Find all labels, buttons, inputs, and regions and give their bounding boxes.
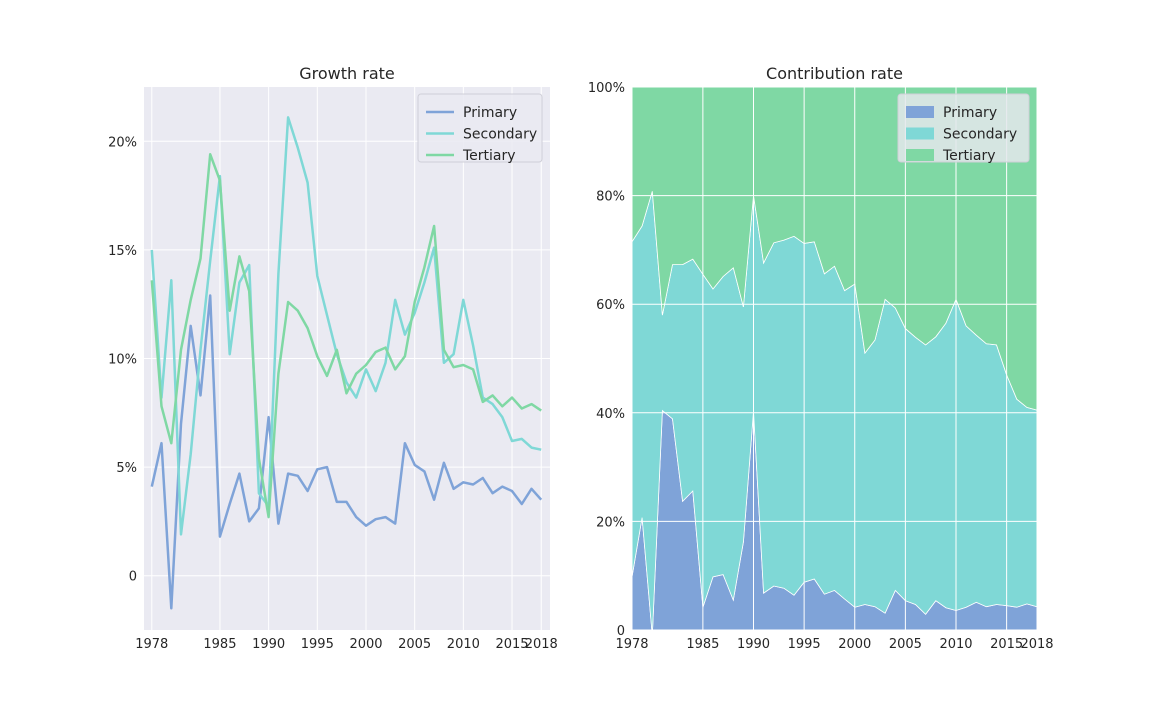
y-tick-label: 0 <box>617 624 625 639</box>
contribution-rate-chart: 0 20% 40% 60% 80% 100% 1978 1985 1990 1995 2000 20… <box>588 64 1054 652</box>
y-tick-label: 10% <box>108 353 137 368</box>
y-tick-label: 40% <box>596 407 625 422</box>
series-line-primary <box>150 294 543 610</box>
x-tick-label: 2005 <box>398 637 431 652</box>
x-tick-label: 2005 <box>889 637 922 652</box>
series-line-secondary <box>150 116 542 536</box>
x-tick-label: 2010 <box>447 637 480 652</box>
series-line-tertiary <box>150 153 542 519</box>
y-tick-labels: 0 20% 40% 60% 80% 100% <box>588 81 625 639</box>
y-tick-label: 5% <box>116 461 137 476</box>
x-tick-label: 1995 <box>301 637 334 652</box>
x-tick-label: 2018 <box>525 637 558 652</box>
x-tick-label: 1985 <box>686 637 719 652</box>
y-tick-label: 15% <box>108 244 137 259</box>
chart-title: Contribution rate <box>766 64 903 83</box>
y-tick-label: 80% <box>596 190 625 205</box>
y-tick-label: 0 <box>129 570 137 585</box>
legend-swatch-tertiary <box>906 149 934 161</box>
x-tick-label: 1990 <box>737 637 770 652</box>
x-tick-label: 2000 <box>349 637 382 652</box>
y-tick-label: 20% <box>596 515 625 530</box>
y-tick-label: 20% <box>108 135 137 150</box>
x-tick-label: 1978 <box>615 637 648 652</box>
x-tick-label: 2010 <box>939 637 972 652</box>
x-tick-label: 1990 <box>252 637 285 652</box>
gridlines <box>631 86 1038 631</box>
y-tick-label: 60% <box>596 298 625 313</box>
y-tick-label: 100% <box>588 81 625 96</box>
legend-swatch-secondary <box>906 127 934 140</box>
x-tick-label: 2018 <box>1020 637 1053 652</box>
legend-label: Tertiary <box>462 148 516 164</box>
legend: Primary Secondary Tertiary <box>897 93 1030 164</box>
series-lines <box>150 116 543 610</box>
legend-label: Secondary <box>463 127 537 143</box>
x-tick-label: 2015 <box>990 637 1023 652</box>
x-tick-label: 1995 <box>788 637 821 652</box>
x-tick-label: 2000 <box>838 637 871 652</box>
x-tick-label: 2015 <box>495 637 528 652</box>
x-tick-label: 1978 <box>135 637 168 652</box>
chart-title: Growth rate <box>299 64 395 83</box>
legend-label: Primary <box>943 105 997 121</box>
y-tick-labels: 0 5% 10% 15% 20% <box>108 135 137 584</box>
legend: Primary Secondary Tertiary <box>417 93 543 164</box>
legend-swatch-primary <box>906 106 934 118</box>
growth-rate-chart: 0 5% 10% 15% 20% 1978 1985 1990 1995 2000 2005 201… <box>108 64 558 652</box>
stacked-areas <box>631 86 1038 636</box>
x-tick-label: 1985 <box>203 637 236 652</box>
legend-label: Secondary <box>943 127 1017 143</box>
legend-label: Primary <box>463 105 517 121</box>
legend-label: Tertiary <box>942 148 996 164</box>
